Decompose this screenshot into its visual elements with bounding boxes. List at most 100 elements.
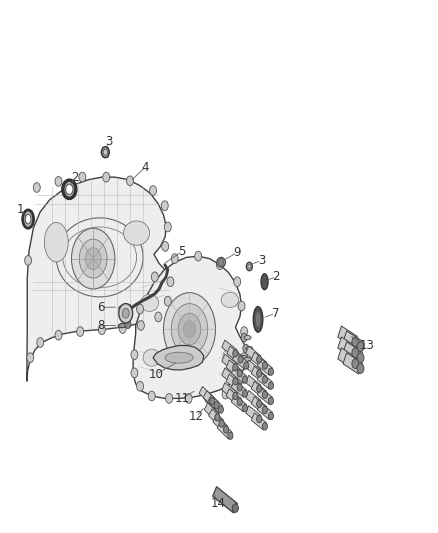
Circle shape [243,344,249,353]
Polygon shape [246,346,261,363]
Circle shape [163,293,215,366]
Ellipse shape [255,311,261,327]
Circle shape [223,426,229,433]
Circle shape [352,337,359,346]
Circle shape [131,350,138,359]
Circle shape [237,384,242,391]
Polygon shape [251,397,266,414]
Circle shape [238,356,243,363]
Circle shape [242,390,247,397]
Circle shape [241,333,247,342]
Circle shape [79,239,107,278]
Circle shape [357,342,364,352]
Circle shape [195,251,201,261]
Circle shape [238,301,245,311]
Circle shape [257,385,262,392]
Circle shape [235,377,242,387]
Text: 6: 6 [97,301,105,314]
Circle shape [257,415,262,423]
Circle shape [268,397,274,405]
Polygon shape [338,337,357,358]
Text: 10: 10 [148,368,163,381]
Ellipse shape [119,304,131,310]
Circle shape [167,277,174,287]
Circle shape [205,393,212,403]
Ellipse shape [244,335,251,340]
Text: 13: 13 [360,339,375,352]
Circle shape [25,255,32,265]
Polygon shape [217,421,232,439]
Circle shape [262,406,268,414]
Circle shape [241,356,247,364]
Circle shape [71,228,115,289]
Polygon shape [343,342,362,363]
Polygon shape [251,413,266,430]
Text: 12: 12 [189,410,204,423]
Circle shape [137,304,144,314]
Polygon shape [208,409,223,427]
Circle shape [268,368,274,375]
Polygon shape [258,387,272,405]
Circle shape [262,362,268,369]
Circle shape [99,325,105,335]
Circle shape [166,393,173,403]
Polygon shape [251,352,266,369]
Ellipse shape [25,214,31,224]
Circle shape [268,382,274,389]
Ellipse shape [217,257,226,267]
Circle shape [119,324,126,333]
Polygon shape [338,326,357,348]
Polygon shape [222,340,237,357]
Circle shape [241,353,247,362]
Polygon shape [231,395,247,412]
Circle shape [233,350,238,357]
Circle shape [241,327,247,336]
Circle shape [125,320,131,328]
Circle shape [233,392,238,400]
Circle shape [357,353,364,362]
Ellipse shape [143,349,160,366]
Circle shape [222,389,229,399]
Circle shape [55,330,62,340]
Text: 9: 9 [233,246,241,259]
Circle shape [237,370,242,377]
Text: 2: 2 [272,270,280,284]
Polygon shape [246,360,261,377]
Text: 11: 11 [175,392,190,405]
Circle shape [161,201,168,211]
Circle shape [103,172,110,182]
Polygon shape [27,177,171,382]
Circle shape [262,391,268,398]
Circle shape [262,376,268,383]
Polygon shape [133,256,247,398]
Circle shape [178,313,201,345]
Text: 1: 1 [17,204,24,216]
Circle shape [185,393,192,403]
Ellipse shape [248,264,251,269]
Ellipse shape [118,324,127,328]
Polygon shape [203,391,218,409]
Circle shape [219,420,224,427]
Polygon shape [226,389,241,406]
Text: 3: 3 [258,254,265,267]
Polygon shape [213,487,237,513]
Circle shape [77,327,84,336]
Circle shape [233,378,238,385]
Circle shape [357,364,364,374]
Polygon shape [246,375,261,392]
Polygon shape [204,403,219,421]
Circle shape [268,413,274,419]
Polygon shape [213,415,228,433]
Circle shape [131,368,138,378]
Circle shape [55,176,62,186]
Circle shape [164,296,171,306]
Ellipse shape [221,292,239,308]
Ellipse shape [261,274,268,289]
Ellipse shape [165,352,193,363]
Polygon shape [251,381,266,399]
Text: 3: 3 [105,135,112,148]
Circle shape [119,304,133,323]
Circle shape [262,423,268,430]
Text: 8: 8 [97,319,105,332]
Polygon shape [227,346,242,363]
